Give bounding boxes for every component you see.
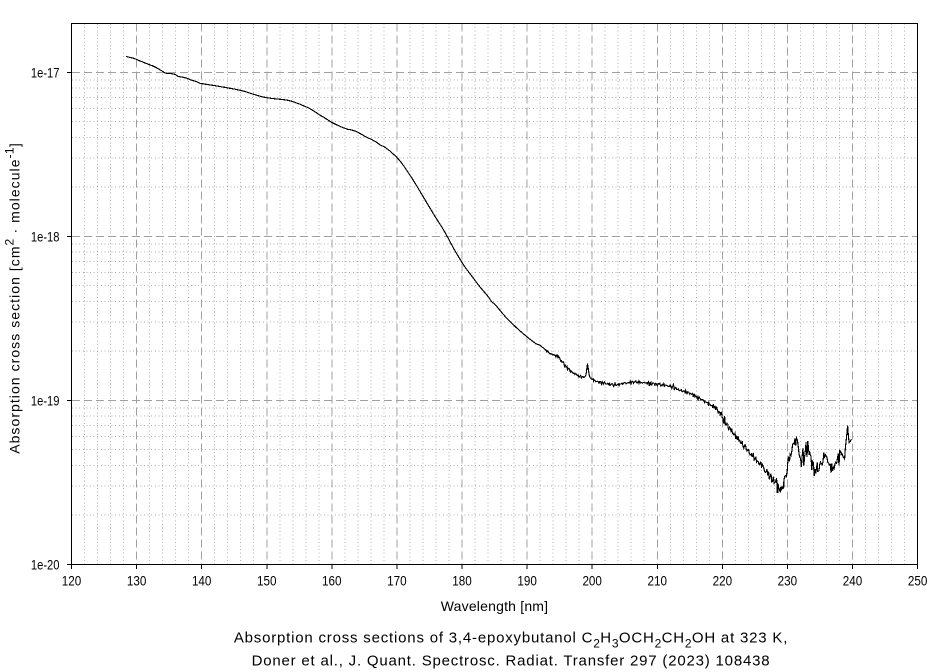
svg-text:190: 190 bbox=[517, 574, 537, 589]
svg-text:Absorption cross sections of 3: Absorption cross sections of 3,4-epoxybu… bbox=[234, 630, 788, 651]
svg-text:160: 160 bbox=[322, 574, 342, 589]
svg-text:150: 150 bbox=[257, 574, 277, 589]
svg-text:Doner et al., J. Quant. Spectr: Doner et al., J. Quant. Spectrosc. Radia… bbox=[252, 653, 771, 670]
svg-text:140: 140 bbox=[192, 574, 212, 589]
svg-text:220: 220 bbox=[713, 574, 733, 589]
svg-text:240: 240 bbox=[843, 574, 863, 589]
svg-text:Wavelength [nm]: Wavelength [nm] bbox=[441, 598, 549, 614]
svg-text:250: 250 bbox=[908, 574, 928, 589]
svg-text:120: 120 bbox=[62, 574, 82, 589]
svg-text:1e-20: 1e-20 bbox=[31, 557, 60, 572]
svg-text:130: 130 bbox=[127, 574, 147, 589]
svg-text:1e-19: 1e-19 bbox=[31, 393, 60, 408]
svg-text:200: 200 bbox=[582, 574, 602, 589]
svg-text:170: 170 bbox=[387, 574, 407, 589]
svg-text:210: 210 bbox=[648, 574, 668, 589]
svg-text:230: 230 bbox=[778, 574, 798, 589]
svg-text:1e-17: 1e-17 bbox=[31, 65, 60, 80]
svg-text:1e-18: 1e-18 bbox=[31, 229, 60, 244]
svg-text:Absorption cross section [cm2: Absorption cross section [cm2 · molecule… bbox=[3, 142, 23, 454]
svg-text:180: 180 bbox=[452, 574, 472, 589]
